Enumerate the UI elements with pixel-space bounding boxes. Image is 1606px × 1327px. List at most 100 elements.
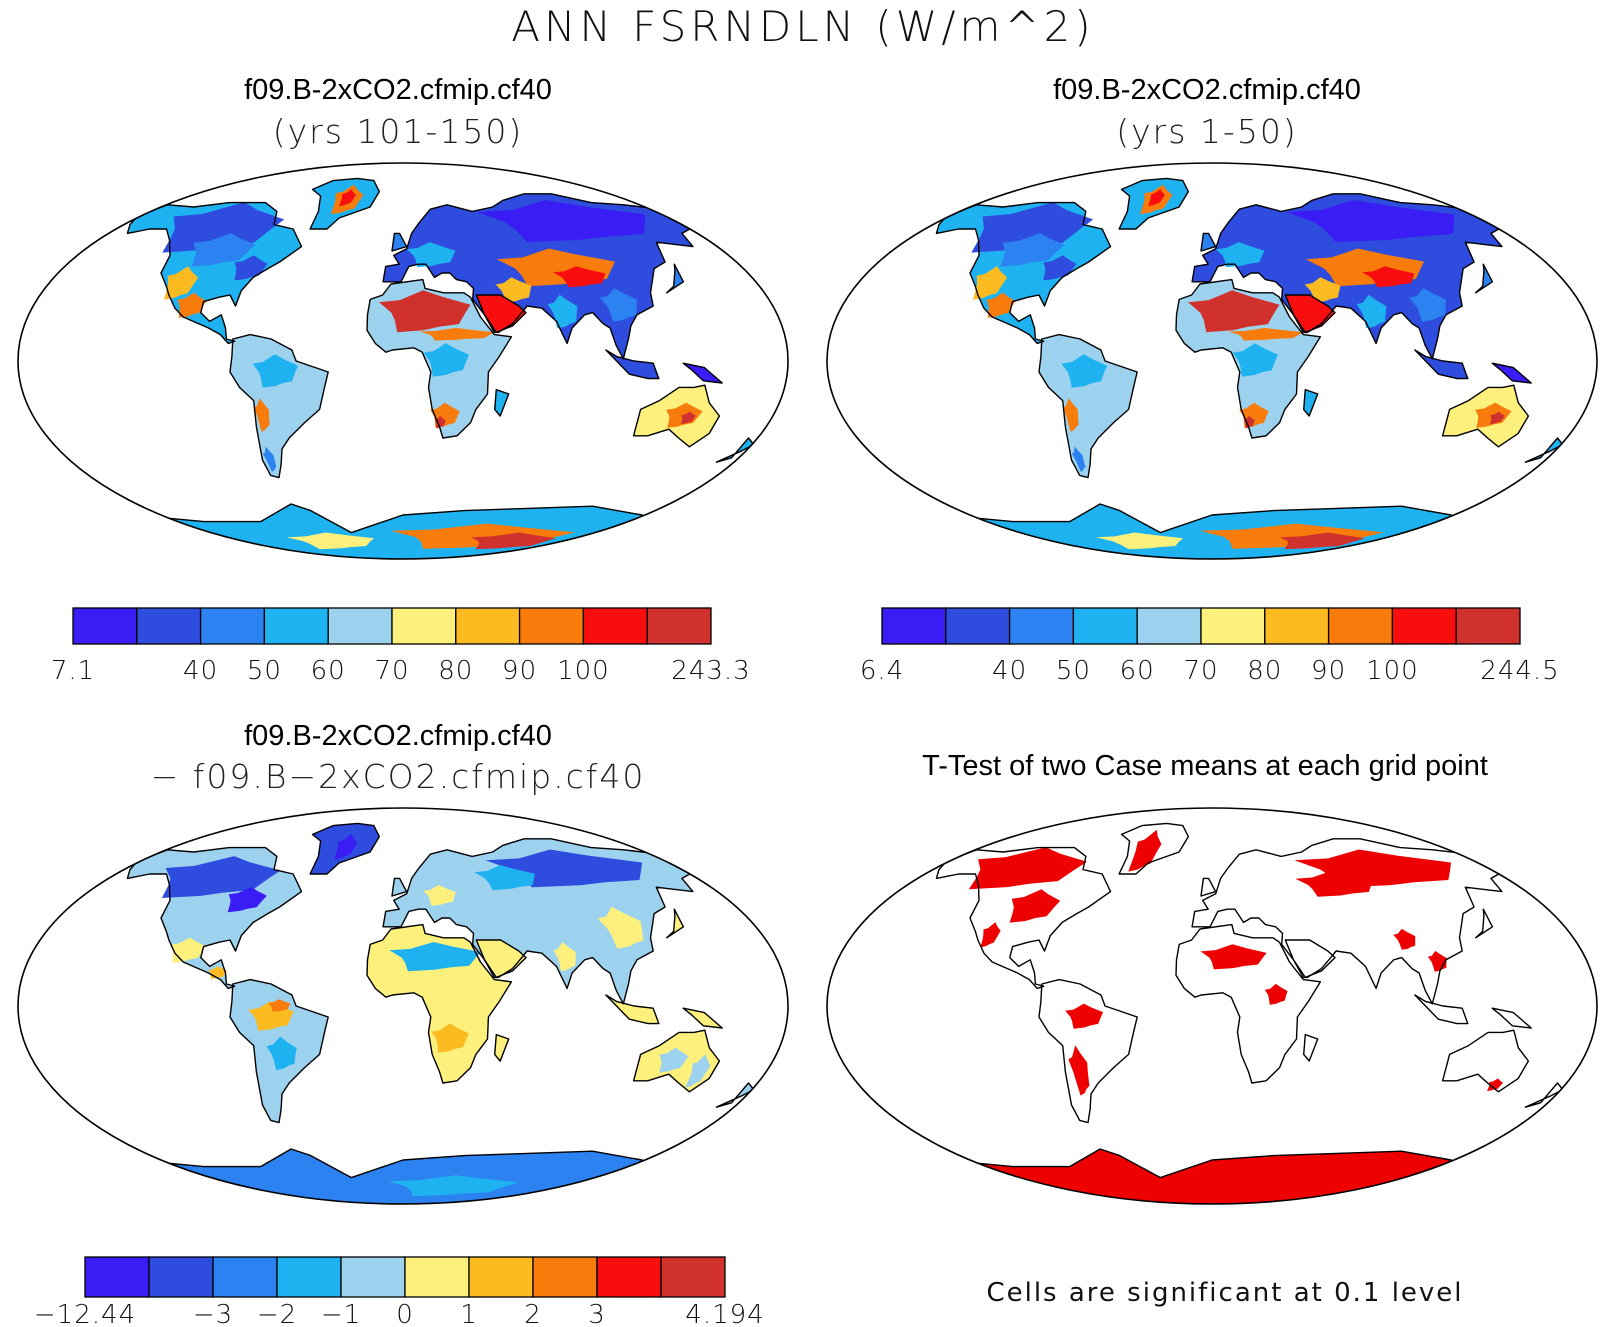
map-frame xyxy=(826,162,1598,560)
colorbar-box xyxy=(1136,607,1202,645)
coastline-south-america xyxy=(1038,978,1138,1124)
coastline-africa xyxy=(1175,923,1322,1084)
land-japan xyxy=(1475,909,1493,938)
colorbar-3: −12.44 −3 −2 −1 0 1 2 3 4.194 xyxy=(34,1256,764,1327)
colorbar-tick-label: 3 xyxy=(588,1300,606,1327)
field-patch xyxy=(423,343,469,377)
colorbar-tick-label: 2 xyxy=(524,1300,542,1327)
colorbar-2: 6.4 40 50 60 70 80 90 100 244.5 xyxy=(860,607,1559,686)
field-patch xyxy=(1148,189,1165,207)
colorbar-tick-label: 50 xyxy=(247,656,282,686)
coastline-arabia xyxy=(1284,294,1336,334)
field-patch xyxy=(286,532,375,550)
coastline-uk xyxy=(391,877,408,897)
field-patch xyxy=(389,942,481,972)
colorbar-tick-label: 243.3 xyxy=(671,656,750,686)
colorbar-box xyxy=(1008,607,1075,645)
colorbar-tick-label: 90 xyxy=(502,656,537,686)
coastline-madagascar xyxy=(494,1033,510,1062)
field-patch xyxy=(1215,242,1265,268)
coastline-north-america xyxy=(935,846,1112,990)
coastline-new-zealand xyxy=(1524,1082,1564,1108)
land-indonesia xyxy=(1414,350,1468,379)
land-uk xyxy=(392,233,407,251)
land-antarctica xyxy=(943,1149,1464,1204)
field-patch xyxy=(1280,532,1366,550)
colorbar-box xyxy=(646,607,712,645)
colorbar-tick-label: 60 xyxy=(1120,656,1155,686)
coastline-arabia xyxy=(475,939,527,979)
map-frame xyxy=(17,162,789,560)
coastline-madagascar xyxy=(494,388,510,417)
map-layer xyxy=(935,177,1564,559)
panel-1-subtitle: (yrs 101-150) xyxy=(272,112,524,151)
coastline-south-america xyxy=(229,978,329,1124)
field-patch xyxy=(553,942,576,972)
field-patch xyxy=(1061,354,1107,388)
field-patch xyxy=(659,1047,689,1073)
land-indonesia xyxy=(1414,995,1468,1024)
coastline-new-zealand xyxy=(715,437,755,463)
land-new-zealand xyxy=(716,438,754,463)
field-patch xyxy=(423,884,456,906)
field-patch xyxy=(1071,446,1086,472)
coastline-north-america xyxy=(126,201,303,345)
land-new-guinea xyxy=(683,363,723,383)
coastline-new-zealand xyxy=(1524,437,1564,463)
land-japan xyxy=(666,909,684,938)
colorbar-tick-label: −3 xyxy=(193,1300,233,1327)
field-patch xyxy=(1200,944,1267,970)
field-patch xyxy=(1304,277,1341,303)
land-south-america xyxy=(230,334,329,478)
panel-4-title: T-Test of two Case means at each grid po… xyxy=(922,750,1488,782)
coastline-new-guinea xyxy=(682,1007,723,1029)
colorbar-box xyxy=(1264,607,1330,645)
field-patch xyxy=(227,887,267,913)
map-frame xyxy=(17,807,789,1205)
field-patch xyxy=(1000,233,1065,267)
field-patch xyxy=(252,354,298,388)
colorbar-tick-label: 40 xyxy=(183,656,218,686)
field-patch xyxy=(267,999,291,1012)
colorbar-tick-label: 6.4 xyxy=(860,656,904,686)
colorbar-box xyxy=(1455,607,1521,645)
field-patch xyxy=(1188,290,1280,333)
field-patch xyxy=(266,1036,297,1071)
field-patch xyxy=(553,266,606,288)
significance-footnote: Cells are significant at 0.1 level xyxy=(986,1278,1464,1308)
field-patch xyxy=(1068,1045,1090,1096)
land-indonesia xyxy=(605,350,659,379)
coastline-australia xyxy=(632,1029,721,1093)
colorbar-boxes xyxy=(84,1256,726,1298)
colorbar-box xyxy=(596,1256,662,1298)
field-patch xyxy=(1095,532,1184,550)
coastline-uk xyxy=(1200,232,1217,252)
map-panel-3 xyxy=(17,807,789,1205)
field-patch xyxy=(1408,288,1446,322)
field-patch xyxy=(971,202,1094,253)
field-patch xyxy=(339,189,356,207)
colorbar-tick-label: 40 xyxy=(992,656,1027,686)
coastline-indonesia xyxy=(605,994,660,1025)
coastline-new-guinea xyxy=(1491,362,1532,384)
coastline-north-america xyxy=(126,846,303,990)
colorbar-box xyxy=(199,607,266,645)
colorbar-tick-label: 1 xyxy=(460,1300,478,1327)
field-patch xyxy=(474,865,535,891)
field-patch xyxy=(973,266,1008,300)
land-madagascar xyxy=(1303,389,1318,416)
coastline-africa xyxy=(366,923,513,1084)
field-patch xyxy=(1065,1003,1104,1029)
field-patch xyxy=(406,242,456,268)
map-layer xyxy=(126,177,755,559)
page-title: ANN FSRNDLN (W/m^2) xyxy=(511,2,1095,51)
colorbar-box xyxy=(148,1256,214,1298)
colorbar-tick-label: 100 xyxy=(557,656,610,686)
colorbar-box xyxy=(532,1256,598,1298)
land-australia xyxy=(1442,1030,1529,1092)
map-layer xyxy=(126,822,755,1204)
field-patch xyxy=(597,906,644,949)
colorbar-boxes xyxy=(72,607,712,645)
field-patch xyxy=(1062,398,1079,432)
field-patch xyxy=(431,1023,469,1053)
